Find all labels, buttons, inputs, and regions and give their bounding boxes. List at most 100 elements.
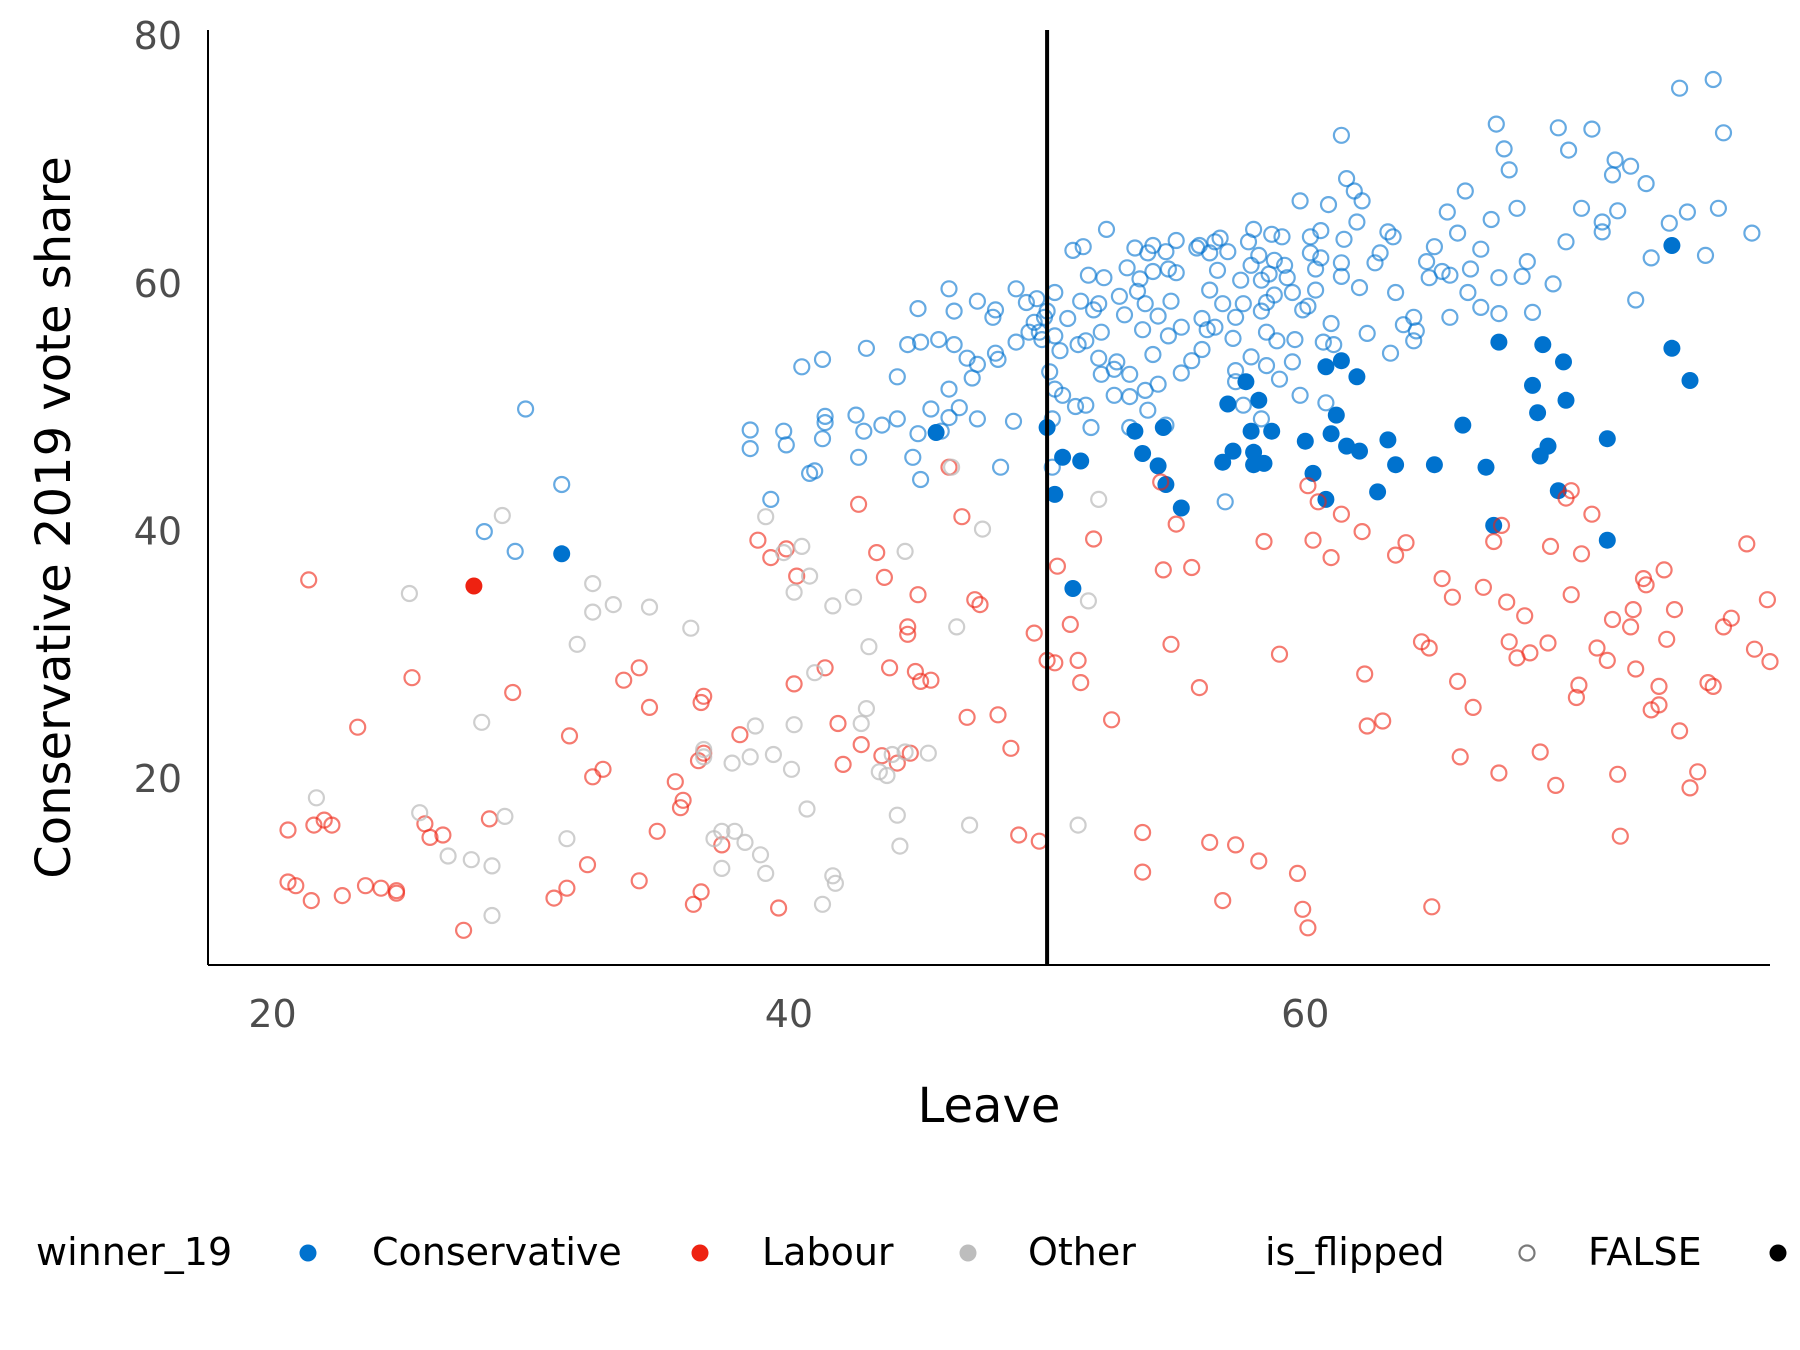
- point-labour: [300, 571, 318, 589]
- point-conservative: [1257, 323, 1276, 341]
- point-conservative: [888, 368, 906, 386]
- point-labour: [1699, 673, 1717, 692]
- point-labour: [852, 735, 870, 754]
- point-conservative: [1317, 394, 1335, 412]
- point-other: [942, 458, 961, 476]
- point-other: [726, 822, 744, 840]
- point-conservative: [1456, 182, 1474, 200]
- point-conservative: [1105, 360, 1123, 378]
- point-other: [496, 807, 514, 826]
- point-conservative-flipped: [1149, 457, 1167, 475]
- point-labour: [1492, 516, 1511, 535]
- point-conservative: [1226, 362, 1245, 380]
- point-labour: [1567, 688, 1586, 707]
- point-conservative: [1214, 295, 1232, 313]
- point-labour: [849, 495, 868, 513]
- point-conservative: [1118, 259, 1136, 277]
- point-conservative: [1283, 353, 1302, 371]
- point-other: [741, 748, 759, 766]
- point-conservative: [1500, 161, 1518, 179]
- point-other: [782, 760, 801, 778]
- point-labour: [558, 879, 576, 897]
- point-other: [878, 766, 896, 785]
- point-conservative: [1079, 266, 1098, 284]
- point-other: [919, 744, 937, 762]
- point-other: [757, 864, 775, 883]
- point-conservative: [1121, 365, 1139, 383]
- point-conservative: [1405, 332, 1423, 350]
- point-conservative: [909, 425, 927, 443]
- point-conservative: [1167, 231, 1185, 250]
- point-labour: [640, 698, 659, 717]
- point-conservative: [475, 522, 493, 541]
- point-other: [568, 635, 586, 653]
- point-labour: [1627, 660, 1645, 678]
- point-labour: [1102, 711, 1121, 729]
- point-conservative: [1095, 269, 1113, 287]
- point-conservative-flipped: [1263, 422, 1281, 440]
- point-other: [713, 859, 731, 878]
- point-other: [824, 867, 842, 885]
- x-tick-label: 60: [1281, 992, 1329, 1036]
- point-conservative-flipped: [1245, 443, 1263, 461]
- point-other: [493, 506, 511, 525]
- point-conservative: [1041, 363, 1059, 381]
- point-conservative: [1226, 308, 1245, 326]
- point-labour: [1704, 677, 1722, 696]
- point-labour: [958, 708, 976, 726]
- point-conservative: [1593, 223, 1611, 241]
- point-conservative: [1358, 324, 1376, 342]
- point-labour: [1190, 678, 1209, 697]
- point-labour: [899, 618, 917, 636]
- point-labour: [1299, 919, 1317, 937]
- point-labour: [279, 821, 297, 839]
- point-conservative: [1490, 305, 1508, 323]
- legend-title-is-flipped: is_flipped: [1265, 1230, 1445, 1274]
- point-labour: [1133, 863, 1152, 881]
- point-labour: [372, 879, 390, 897]
- point-conservative-flipped: [1064, 580, 1082, 597]
- point-labour: [1539, 634, 1557, 652]
- point-conservative: [813, 430, 832, 448]
- point-conservative: [1172, 364, 1190, 382]
- point-labour: [1588, 639, 1606, 657]
- point-conservative: [1219, 243, 1237, 261]
- point-conservative: [1291, 386, 1309, 404]
- point-other: [751, 846, 770, 864]
- point-conservative: [1025, 313, 1043, 331]
- point-labour: [1722, 609, 1740, 627]
- point-conservative-flipped: [1557, 391, 1575, 409]
- point-conservative-flipped: [1425, 456, 1443, 474]
- point-conservative: [1306, 260, 1325, 278]
- point-labour: [671, 799, 690, 817]
- point-conservative: [940, 280, 958, 298]
- point-conservative: [1077, 396, 1095, 414]
- point-conservative: [899, 336, 917, 354]
- point-conservative: [909, 300, 927, 318]
- point-conservative: [1028, 290, 1046, 308]
- point-conservative: [741, 421, 759, 439]
- point-labour: [1072, 673, 1090, 692]
- point-other: [558, 830, 576, 848]
- point-other: [473, 713, 491, 731]
- point-conservative: [1108, 353, 1126, 371]
- point-conservative-flipped: [553, 545, 571, 563]
- point-conservative: [1291, 192, 1309, 210]
- point-conservative: [741, 440, 759, 458]
- point-conservative: [1714, 124, 1733, 142]
- point-conservative: [1128, 282, 1147, 300]
- point-labour: [1681, 779, 1699, 797]
- point-conservative: [1508, 199, 1526, 217]
- point-conservative: [1133, 321, 1152, 339]
- point-conservative: [1149, 307, 1167, 325]
- point-conservative: [1379, 223, 1397, 241]
- point-conservative: [775, 422, 793, 440]
- point-conservative: [1232, 271, 1250, 289]
- legend-key-conservative: [299, 1244, 317, 1262]
- point-conservative: [1157, 243, 1175, 261]
- point-labour-flipped: [465, 577, 483, 595]
- point-other: [852, 714, 870, 733]
- point-conservative: [1082, 418, 1100, 437]
- point-conservative: [1004, 412, 1023, 430]
- point-conservative: [1046, 283, 1064, 302]
